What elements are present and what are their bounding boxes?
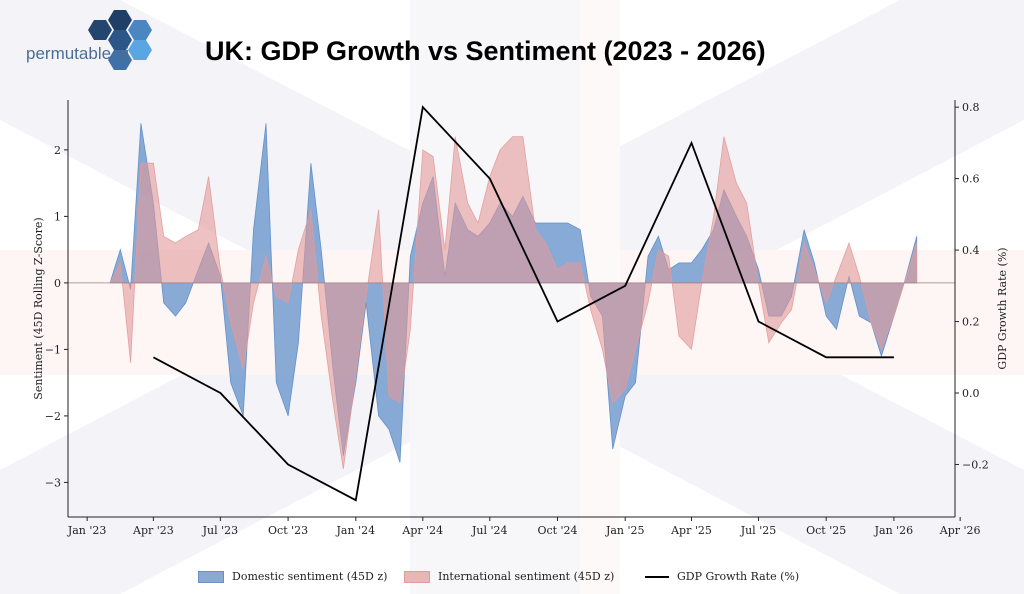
legend-label: International sentiment (45D z) <box>438 570 615 583</box>
x-tick-label: Jan '26 <box>874 524 914 537</box>
x-tick-label: Apr '23 <box>132 524 174 537</box>
legend-label: GDP Growth Rate (%) <box>677 570 800 583</box>
x-tick-label: Jul '24 <box>471 524 508 537</box>
y-tick-label: 2 <box>54 144 61 157</box>
x-tick-label: Oct '25 <box>806 524 846 537</box>
y2-axis-label: GDP Growth Rate (%) <box>996 247 1009 369</box>
x-tick-label: Oct '23 <box>268 524 308 537</box>
legend-swatch-domestic <box>198 570 224 583</box>
x-tick-label: Jan '24 <box>336 524 376 537</box>
legend-swatch-gdp <box>645 575 669 578</box>
x-tick-label: Oct '24 <box>537 524 577 537</box>
y-tick-label: −3 <box>45 476 61 489</box>
x-tick-label: Apr '25 <box>670 524 712 537</box>
legend: Domestic sentiment (45D z) International… <box>0 570 1024 588</box>
permutable-logo <box>88 10 152 70</box>
y-tick-label: 0 <box>54 277 61 290</box>
y2-tick-label: 0.8 <box>962 101 980 114</box>
y2-tick-label: 0.4 <box>962 244 980 257</box>
x-tick-label: Apr '26 <box>939 524 981 537</box>
y2-tick-label: 0.6 <box>962 173 980 186</box>
x-tick-label: Jul '25 <box>740 524 777 537</box>
legend-label: Domestic sentiment (45D z) <box>232 570 388 583</box>
x-tick-label: Jul '23 <box>202 524 239 537</box>
y2-tick-label: −0.2 <box>962 458 989 471</box>
gdp-growth-line <box>152 105 894 502</box>
legend-international: International sentiment (45D z) <box>404 570 614 583</box>
x-tick-label: Jan '23 <box>67 524 107 537</box>
legend-swatch-international <box>404 570 430 583</box>
international-sentiment-area <box>109 136 918 470</box>
y2-tick-label: 0.0 <box>962 387 980 400</box>
y2-tick-label: 0.2 <box>962 316 980 329</box>
y-tick-label: −1 <box>45 343 61 356</box>
legend-gdp: GDP Growth Rate (%) <box>645 570 799 583</box>
hexagon-logo-icon <box>88 10 152 70</box>
legend-domestic: Domestic sentiment (45D z) <box>198 570 387 583</box>
y-axis-label: Sentiment (45D Rolling Z-Score) <box>32 217 45 399</box>
chart-title: UK: GDP Growth vs Sentiment (2023 - 2026… <box>205 36 766 66</box>
y-tick-label: 1 <box>54 210 61 223</box>
y-tick-label: −2 <box>45 410 61 423</box>
logo-text: permutable.ai <box>26 44 130 63</box>
x-tick-label: Apr '24 <box>401 524 443 537</box>
x-tick-label: Jan '25 <box>605 524 645 537</box>
